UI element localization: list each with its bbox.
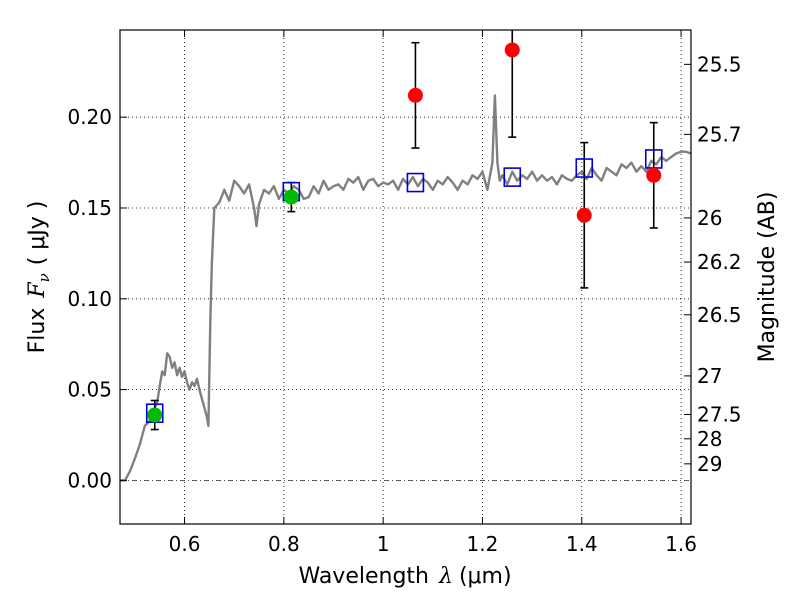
y-axis-label-subscript: ν [35,273,53,282]
x-tick-label: 0.8 [268,532,300,556]
y-tick-label: 0.00 [67,468,112,492]
plot-background [120,30,691,524]
y2-tick-label: 26.2 [697,250,742,274]
y2-tick-label: 25.7 [697,122,742,146]
model-photometry-square [503,167,522,187]
green-point [283,189,299,205]
x-tick-label: 1.6 [665,532,697,556]
red-point [407,87,423,103]
markers [145,42,663,424]
x-axis-label-unit: (μm) [459,564,512,589]
plot-area [120,94,691,482]
y-axis-label-symbol: F [25,282,50,299]
y-tick-label: 0.15 [67,196,112,220]
red-point [646,167,662,183]
x-tick-label: 1.2 [467,532,499,556]
y2-tick-label: 25.5 [697,52,742,76]
model-spectrum-line [120,94,691,482]
model-photometry-square [575,158,594,178]
y-axis-label-prefix: Flux [25,308,50,354]
y2-tick-label: 28 [697,427,722,451]
y2-tick-label: 26 [697,206,722,230]
y2-axis-label: Magnitude (AB) [755,192,780,363]
red-point [504,42,520,58]
x-axis-label-prefix: Wavelength [298,564,429,589]
y2-tick-label: 26.5 [697,303,742,327]
y-axis-label: Flux Fν ( μJy ) [25,201,53,354]
y-tick-label: 0.05 [67,378,112,402]
y-axis-label-unit: ( μJy ) [25,201,50,266]
y2-tick-label: 29 [697,452,722,476]
y-tick-label: 0.20 [67,105,112,129]
x-axis-label: Wavelength λ (μm) [298,564,511,589]
x-tick-label: 1 [377,532,390,556]
x-axis-label-symbol: λ [438,564,453,589]
ticks: 0.6 0.8 1 1.2 1.4 1.6 0.00 0.05 0.10 0.15 0.20 25.5… [67,30,742,556]
y2-tick-label: 27.5 [697,402,742,426]
model-photometry-square [406,172,425,193]
x-tick-label: 1.4 [566,532,598,556]
y2-tick-label: 27 [697,364,722,388]
plot-frame [119,29,692,525]
y-tick-label: 0.10 [67,287,112,311]
x-tick-label: 0.6 [169,532,201,556]
green-point [147,407,163,423]
red-point [576,207,592,223]
